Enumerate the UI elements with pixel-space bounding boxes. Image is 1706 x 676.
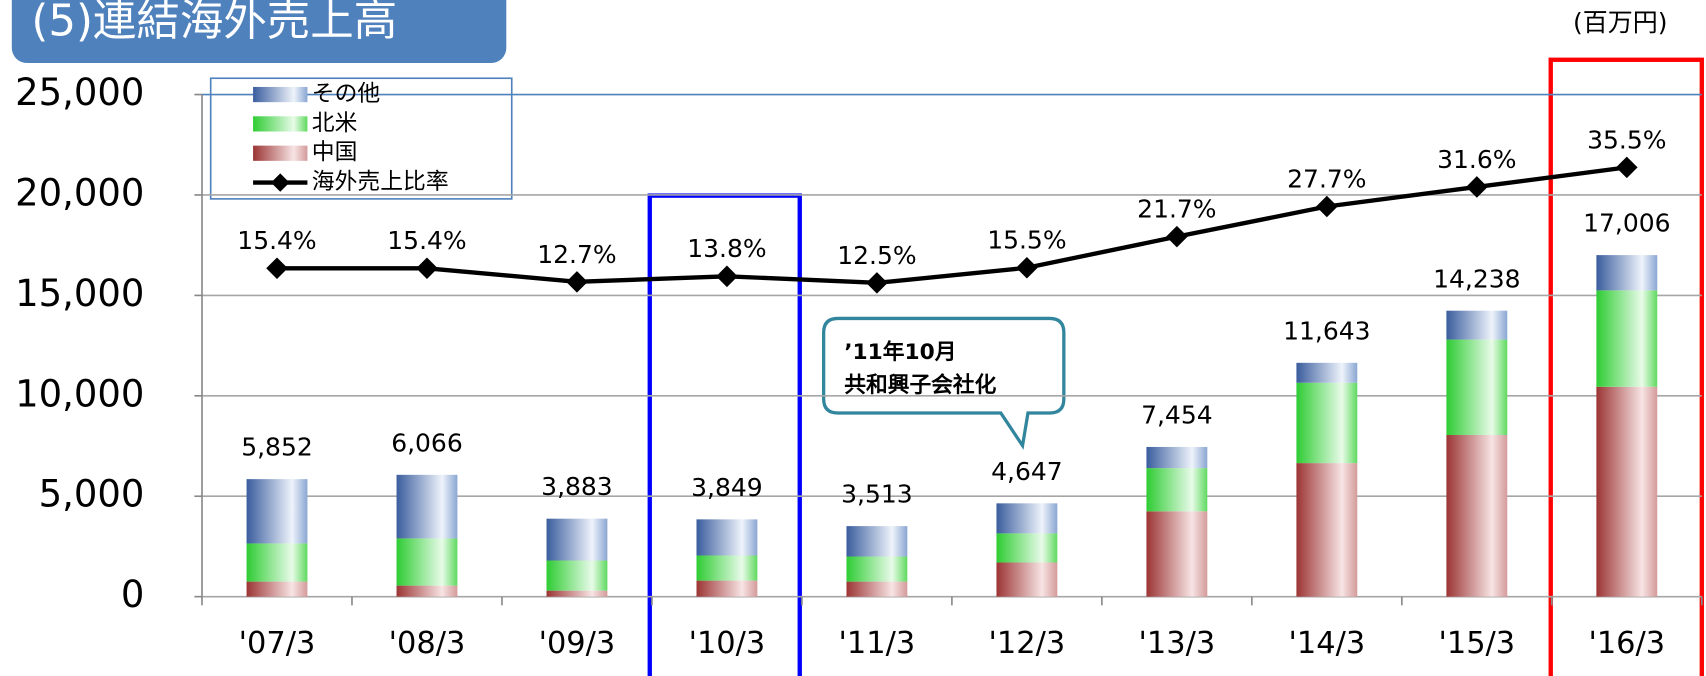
legend-swatch (253, 145, 308, 161)
bar-segment (696, 580, 758, 597)
bar-segment (846, 556, 908, 582)
y-tick-label: 20,000 (15, 171, 144, 214)
highlight-box (1548, 57, 1704, 676)
data-label: 12.5% (837, 241, 916, 270)
x-tick-label: '08/3 (389, 626, 466, 661)
bar-segment (1446, 310, 1508, 340)
bar-segment (696, 519, 758, 556)
unit-label: (百万円) (1573, 8, 1667, 37)
y-tick-label: 15,000 (15, 272, 144, 315)
x-tick-label: '11/3 (839, 626, 916, 661)
data-label: 15.4% (387, 226, 466, 255)
y-tick-label: 10,000 (15, 372, 144, 415)
data-label: 31.6% (1437, 145, 1516, 174)
bar-segment (846, 581, 908, 597)
total-label: 6,066 (391, 428, 463, 457)
data-label: 15.4% (237, 226, 316, 255)
line (276, 165, 1628, 286)
legend-label: 海外売上比率 (312, 169, 449, 195)
bar-segment (1596, 386, 1658, 597)
bar-segment (1596, 290, 1658, 387)
bar-segment (1296, 463, 1358, 597)
x-tick-label: '10/3 (689, 626, 766, 661)
line-marker (866, 272, 888, 294)
line-marker (566, 271, 588, 293)
line-marker (1016, 257, 1038, 279)
x-tick-label: '07/3 (239, 626, 316, 661)
x-tick-label: '13/3 (1139, 626, 1216, 661)
bar-segment (1296, 382, 1358, 464)
line-marker (716, 265, 738, 288)
bar-segment (246, 479, 308, 544)
bar-segment (996, 503, 1058, 534)
total-label: 3,513 (841, 480, 913, 509)
bar-segment (1446, 339, 1508, 435)
y-tick-label: 25,000 (15, 71, 144, 114)
bar-segment (546, 560, 608, 591)
bar-segment (1146, 511, 1208, 597)
highlight-box (647, 193, 802, 676)
bar-segment (1296, 362, 1358, 383)
data-label: 15.5% (987, 226, 1066, 255)
line-marker (1166, 225, 1188, 248)
bar-segment (546, 590, 608, 597)
line-marker (266, 257, 288, 280)
bar-segment (396, 538, 458, 586)
line-marker (1616, 156, 1638, 179)
data-label: 13.8% (687, 234, 766, 263)
legend-marker (271, 173, 290, 192)
total-label: 17,006 (1583, 209, 1670, 238)
x-tick-label: '16/3 (1588, 626, 1665, 661)
legend-label: その他 (312, 81, 380, 107)
bar-segment (996, 533, 1058, 563)
bar-segment (846, 526, 908, 557)
bar-segment (396, 585, 458, 597)
total-label: 4,647 (991, 457, 1063, 486)
total-label: 3,849 (691, 473, 763, 502)
bar-segment (1446, 434, 1508, 597)
legend-swatch (253, 116, 308, 132)
bar-segment (246, 581, 308, 597)
annotation: ’11年10月 (844, 339, 956, 365)
legend-label: 中国 (312, 140, 358, 166)
y-tick-label: 5,000 (39, 473, 145, 516)
line-marker (416, 257, 438, 280)
annotation: 共和興子会社化 (844, 372, 996, 398)
legend-label: 北米 (312, 110, 358, 136)
total-label: 7,454 (1141, 401, 1213, 430)
data-label: 12.7% (537, 240, 616, 269)
title-box (11, 0, 507, 64)
bar-segment (396, 474, 458, 539)
x-tick-label: '09/3 (539, 626, 616, 661)
y-tick-label: 0 (121, 573, 145, 616)
bar-segment (1146, 468, 1208, 512)
data-label: 27.7% (1287, 164, 1366, 193)
x-tick-label: '12/3 (989, 626, 1066, 661)
data-label: 35.5% (1587, 125, 1666, 154)
x-tick-label: '15/3 (1438, 626, 1515, 661)
bar-segment (996, 562, 1058, 597)
bar-segment (546, 518, 608, 561)
chart-title: (5)連結海外売上高 (31, 0, 397, 46)
line-marker (1316, 195, 1338, 218)
x-tick-label: '14/3 (1289, 626, 1366, 661)
line-marker (1466, 176, 1488, 198)
bar-segment (1596, 255, 1658, 291)
bar-segment (1146, 446, 1208, 469)
data-label: 21.7% (1137, 195, 1216, 224)
total-label: 3,883 (541, 472, 613, 501)
bar-segment (696, 555, 758, 581)
total-label: 11,643 (1283, 316, 1370, 345)
callout (822, 316, 1066, 450)
total-label: 5,852 (241, 433, 313, 462)
total-label: 14,238 (1433, 264, 1520, 293)
legend-swatch (253, 86, 308, 103)
bar-segment (246, 543, 308, 582)
